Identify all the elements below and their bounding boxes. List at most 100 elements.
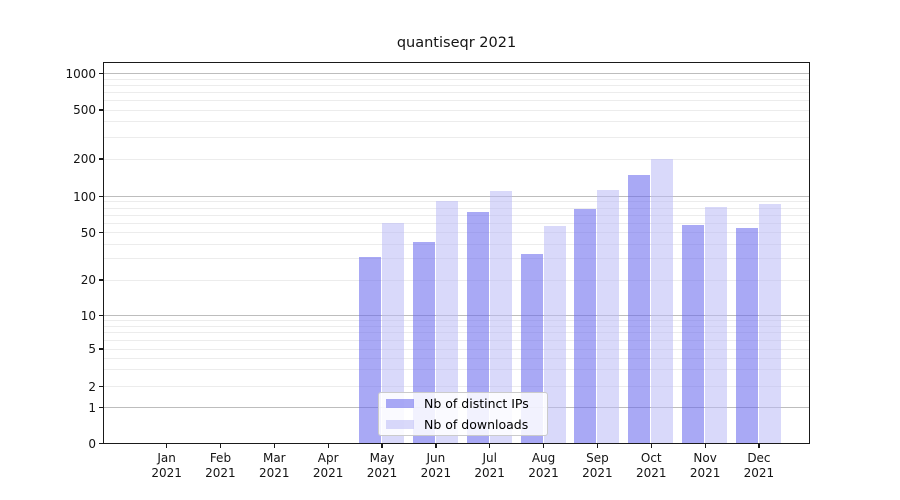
major-gridline <box>103 196 810 197</box>
x-tick-year: 2021 <box>420 466 452 480</box>
x-tick-year: 2021 <box>366 466 398 480</box>
y-tick-label: 5 <box>88 342 96 356</box>
x-tick-label-jan: Jan 2021 <box>139 451 195 481</box>
x-tick-year: 2021 <box>635 466 667 480</box>
minor-gridline <box>103 136 810 138</box>
y-tick-mark <box>98 72 103 75</box>
x-tick-mark <box>381 443 383 448</box>
minor-gridline <box>103 99 810 101</box>
y-tick-label: 100 <box>73 189 96 204</box>
bar-downloads-jun <box>435 201 458 443</box>
legend-item-distinct-ips: Nb of distinct IPs <box>386 394 547 413</box>
x-tick-year: 2021 <box>259 466 290 480</box>
minor-gridline <box>103 158 810 160</box>
bar-distinct-ips-may <box>359 257 381 443</box>
x-tick-month: Apr <box>317 451 339 465</box>
x-tick-label-jun: Jun 2021 <box>408 451 464 481</box>
bar-distinct-ips-sep <box>574 209 597 443</box>
bar-downloads-may <box>382 223 404 443</box>
legend-swatch-distinct-ips <box>386 399 414 408</box>
bar-distinct-ips-nov <box>682 224 705 443</box>
x-tick-mark <box>704 443 706 448</box>
bar-downloads-jul <box>489 191 512 443</box>
y-tick-mark <box>98 195 103 198</box>
y-tick-mark <box>98 348 103 350</box>
y-tick-label: 20 <box>80 273 96 287</box>
x-tick-mark <box>596 443 599 448</box>
x-tick-month: Oct <box>640 451 662 465</box>
minor-gridline <box>103 121 810 123</box>
y-tick-mark <box>98 442 103 445</box>
x-tick-mark <box>650 443 652 448</box>
x-tick-year: 2021 <box>205 466 236 480</box>
major-gridline <box>103 73 810 74</box>
legend: Nb of distinct IPs Nb of downloads <box>378 392 548 436</box>
y-tick-mark <box>98 406 103 409</box>
x-tick-mark <box>219 443 222 448</box>
x-tick-label-nov: Nov 2021 <box>677 451 733 481</box>
legend-label-distinct-ips: Nb of distinct IPs <box>424 396 529 411</box>
x-tick-month: Aug <box>531 451 556 465</box>
legend-label-downloads: Nb of downloads <box>424 417 529 432</box>
y-tick-label: 10 <box>80 308 96 323</box>
x-tick-year: 2021 <box>474 466 505 480</box>
y-tick-label: 500 <box>73 103 96 117</box>
x-tick-year: 2021 <box>312 466 344 480</box>
x-tick-label-jul: Jul 2021 <box>462 451 518 481</box>
y-tick-label: 200 <box>73 152 96 166</box>
x-tick-month: Jun <box>426 451 446 465</box>
minor-gridline <box>103 78 810 80</box>
x-tick-mark <box>542 443 545 448</box>
x-tick-label-sep: Sep 2021 <box>569 451 625 481</box>
x-tick-label-apr: Apr 2021 <box>300 451 356 481</box>
legend-item-downloads: Nb of downloads <box>386 415 547 434</box>
y-tick-mark <box>98 158 103 160</box>
x-tick-month: Sep <box>586 451 609 465</box>
minor-gridline <box>103 84 810 86</box>
y-tick-mark <box>98 279 103 281</box>
x-tick-mark <box>166 443 168 448</box>
chart-title: quantiseqr 2021 <box>396 35 517 51</box>
y-tick-label: 0 <box>88 436 96 451</box>
y-tick-label: 2 <box>88 379 96 394</box>
x-tick-label-aug: Aug 2021 <box>516 451 572 481</box>
bar-distinct-ips-oct <box>628 174 651 443</box>
x-tick-mark <box>489 443 491 448</box>
x-tick-label-mar: Mar 2021 <box>246 451 302 481</box>
y-tick-label: 1000 <box>65 66 96 81</box>
x-tick-month: Feb <box>209 451 232 465</box>
y-tick-label: 1 <box>88 400 96 415</box>
x-tick-month: Nov <box>693 451 717 465</box>
x-tick-label-oct: Oct 2021 <box>623 451 679 481</box>
plot-area: Nb of distinct IPs Nb of downloads <box>103 62 810 444</box>
x-tick-label-dec: Dec 2021 <box>731 451 787 481</box>
y-tick-mark <box>98 385 103 388</box>
x-tick-mark <box>758 443 760 448</box>
bar-downloads-sep <box>597 190 620 443</box>
bar-downloads-dec <box>758 204 781 443</box>
y-tick-mark <box>98 109 103 111</box>
x-tick-month: Dec <box>747 451 771 465</box>
x-tick-mark <box>273 443 275 448</box>
y-tick-mark <box>98 231 103 234</box>
bar-downloads-nov <box>705 206 728 443</box>
x-tick-year: 2021 <box>582 466 613 480</box>
y-tick-label: 50 <box>80 225 96 240</box>
x-tick-year: 2021 <box>689 466 721 480</box>
minor-gridline <box>103 109 810 111</box>
x-tick-year: 2021 <box>528 466 559 480</box>
x-tick-month: Jul <box>482 451 497 465</box>
x-tick-mark <box>327 443 329 448</box>
bar-distinct-ips-jul <box>466 212 489 443</box>
bar-downloads-aug <box>543 225 566 443</box>
x-tick-year: 2021 <box>151 466 182 480</box>
x-tick-month: Mar <box>262 451 286 465</box>
y-tick-mark <box>98 314 103 317</box>
legend-swatch-downloads <box>386 420 414 429</box>
bar-distinct-ips-dec <box>735 227 758 443</box>
x-tick-year: 2021 <box>743 466 775 480</box>
x-tick-month: Jan <box>157 451 176 465</box>
x-tick-mark <box>435 443 437 448</box>
bar-downloads-oct <box>651 159 674 443</box>
